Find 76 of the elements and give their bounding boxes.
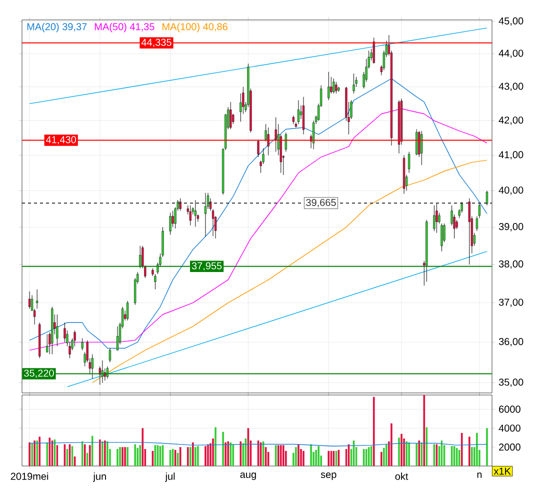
candlestick — [274, 117, 277, 152]
candlestick — [74, 330, 76, 346]
candlestick — [204, 192, 207, 237]
text: x1K — [494, 468, 511, 475]
candlestick — [64, 322, 66, 342]
y-tick-label: 41,00 — [498, 151, 524, 160]
x-tick-label: okt — [395, 472, 408, 480]
y-tick-label: 43,00 — [498, 82, 524, 92]
candlestick — [438, 212, 440, 224]
candlestick — [330, 76, 332, 94]
ref-line-label: 37,955 — [192, 262, 222, 271]
candlestick — [139, 246, 142, 269]
candlestick — [126, 300, 129, 321]
candlestick — [28, 291, 31, 309]
candlestick — [116, 326, 119, 350]
candlestick — [189, 205, 192, 226]
candlestick — [56, 314, 58, 346]
y-tick-label: 44,00 — [498, 50, 524, 58]
text: MA(20) 39,37 — [27, 22, 87, 32]
candlestick — [154, 274, 156, 290]
candlestick — [179, 198, 182, 212]
candlestick — [302, 96, 305, 135]
candlestick — [169, 212, 172, 236]
candlestick — [257, 139, 260, 158]
candlestick — [194, 200, 196, 227]
x-tick-label: jul — [165, 472, 175, 482]
candlestick — [108, 348, 112, 363]
candlestick — [456, 220, 458, 230]
candlestick — [408, 152, 410, 174]
x-tick-label: n — [477, 472, 482, 478]
ref-line-label: 39,665 — [306, 198, 336, 208]
y-tick-label: 42,00 — [498, 116, 524, 125]
candlestick — [106, 366, 109, 379]
candlestick — [267, 127, 270, 156]
candlestick — [486, 190, 488, 206]
candlestick — [335, 82, 338, 94]
candlestick — [230, 102, 232, 130]
y-tick-label: 38,00 — [498, 260, 524, 269]
candlestick — [172, 210, 174, 228]
y-tick-label: 35,00 — [498, 378, 524, 387]
candlestick — [436, 203, 438, 234]
text: MA(100) 40,86 — [162, 22, 228, 32]
ref-line-label: 44,335 — [141, 38, 172, 48]
candlestick — [440, 223, 443, 252]
y-tick-label: 45,00 — [498, 17, 524, 26]
candlestick — [328, 72, 330, 101]
candlestick — [232, 114, 234, 124]
y-tick-label: 39,00 — [498, 223, 524, 232]
candlestick — [284, 132, 287, 152]
x-tick-label: aug — [240, 472, 256, 480]
x-tick-label: 2019mei — [10, 472, 48, 480]
candlestick — [332, 78, 335, 94]
candlestick — [352, 73, 355, 94]
candlestick — [372, 37, 375, 64]
candlestick — [81, 338, 84, 350]
x-tick-label: jun — [92, 472, 106, 482]
candlestick — [443, 223, 446, 242]
y-tick-label: 40,00 — [498, 186, 524, 195]
line-series — [92, 160, 488, 384]
candlestick — [420, 130, 423, 166]
candlestick — [297, 100, 300, 124]
ref-line-label: 35,220 — [24, 370, 54, 378]
y-tick-label: 2000 — [499, 444, 520, 451]
x-tick-label: sep — [320, 472, 336, 480]
candlestick — [468, 198, 470, 265]
candlestick — [36, 289, 38, 309]
y-tick-label: 37,00 — [498, 298, 524, 307]
candlestick — [91, 354, 94, 379]
text: MA(50) 41,35 — [94, 22, 154, 32]
candlestick — [46, 334, 48, 352]
ref-line-label: 41,430 — [46, 136, 76, 144]
y-tick-label: 4000 — [498, 424, 520, 432]
candlestick — [416, 128, 418, 156]
candlestick — [433, 205, 436, 232]
y-tick-label: 36,00 — [498, 338, 524, 346]
y-tick-label: 6000 — [499, 406, 520, 413]
